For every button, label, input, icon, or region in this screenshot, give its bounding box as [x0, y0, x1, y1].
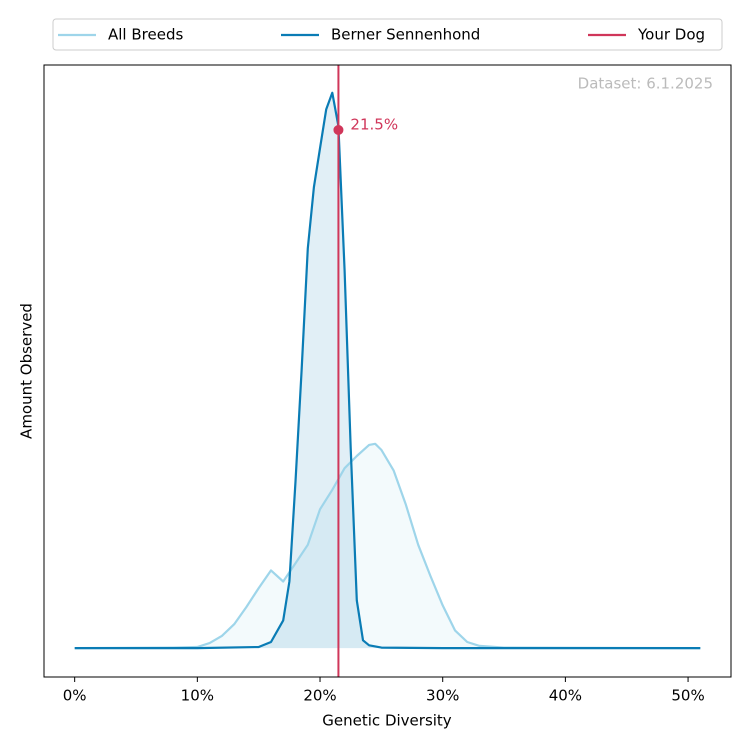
density-line — [74, 91, 701, 650]
your-dog-label: 21.5% — [350, 115, 398, 133]
legend-label: Your Dog — [637, 26, 705, 44]
your-dog-point — [333, 124, 344, 135]
x-tick-label: 20% — [303, 687, 336, 705]
plot-frame — [43, 64, 732, 678]
dataset-note: Dataset: 6.1.2025 — [578, 75, 713, 93]
x-axis-label: Genetic Diversity — [322, 712, 452, 730]
density-area — [74, 443, 701, 649]
x-tick-label: 0% — [63, 687, 87, 705]
y-axis-label: Amount Observed — [18, 303, 36, 439]
legend-label: All Breeds — [108, 26, 183, 44]
x-tick-label: 40% — [549, 687, 582, 705]
x-tick-label: 10% — [181, 687, 214, 705]
x-tick-label: 50% — [671, 687, 704, 705]
legend-label: Berner Sennenhond — [331, 26, 480, 44]
density-line — [74, 442, 701, 650]
x-tick-label: 30% — [426, 687, 459, 705]
legend-box — [52, 18, 723, 51]
